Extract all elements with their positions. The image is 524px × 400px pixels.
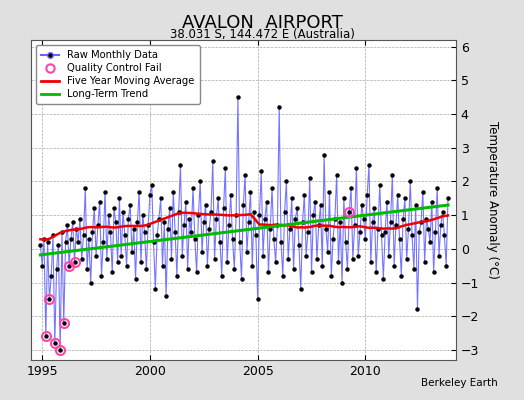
Text: AVALON  AIRPORT: AVALON AIRPORT <box>181 14 343 32</box>
Legend: Raw Monthly Data, Quality Control Fail, Five Year Moving Average, Long-Term Tren: Raw Monthly Data, Quality Control Fail, … <box>37 45 200 104</box>
Text: Berkeley Earth: Berkeley Earth <box>421 378 498 388</box>
Text: 38.031 S, 144.472 E (Australia): 38.031 S, 144.472 E (Australia) <box>170 28 354 41</box>
Y-axis label: Temperature Anomaly (°C): Temperature Anomaly (°C) <box>486 121 498 279</box>
